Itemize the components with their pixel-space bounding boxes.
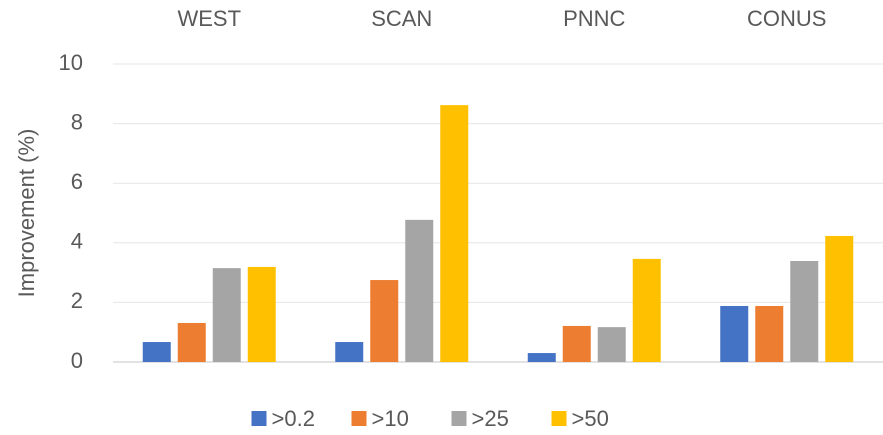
legend-swatch	[451, 411, 467, 426]
y-tick-label: 2	[71, 288, 83, 313]
bar	[632, 258, 661, 362]
bar	[405, 219, 434, 362]
category-label: PNNC	[563, 6, 625, 31]
bar	[247, 266, 276, 362]
bar	[335, 342, 364, 362]
y-axis-title: Improvement (%)	[14, 129, 39, 298]
category-label: CONUS	[747, 6, 826, 31]
bar	[527, 353, 556, 362]
bar	[142, 342, 171, 362]
legend-label: >25	[472, 406, 509, 431]
bar	[212, 268, 241, 362]
legend-swatch	[251, 411, 267, 426]
y-tick-label: 10	[59, 50, 83, 75]
bar	[177, 322, 206, 362]
legend-label: >0.2	[272, 406, 315, 431]
bar	[562, 325, 591, 362]
bar	[790, 260, 819, 362]
legend-label: >10	[372, 406, 409, 431]
y-tick-label: 8	[71, 109, 83, 134]
bar	[825, 235, 854, 362]
category-label: WEST	[177, 6, 241, 31]
y-tick-label: 4	[71, 229, 83, 254]
category-label: SCAN	[371, 6, 432, 31]
legend-swatch	[351, 411, 367, 426]
bar	[755, 305, 784, 362]
y-tick-label: 0	[71, 348, 83, 373]
y-tick-label: 6	[71, 169, 83, 194]
bar	[597, 327, 626, 362]
bar	[720, 305, 749, 362]
legend-swatch	[551, 411, 567, 426]
bar	[370, 280, 399, 362]
bar	[440, 105, 469, 363]
legend-label: >50	[572, 406, 609, 431]
